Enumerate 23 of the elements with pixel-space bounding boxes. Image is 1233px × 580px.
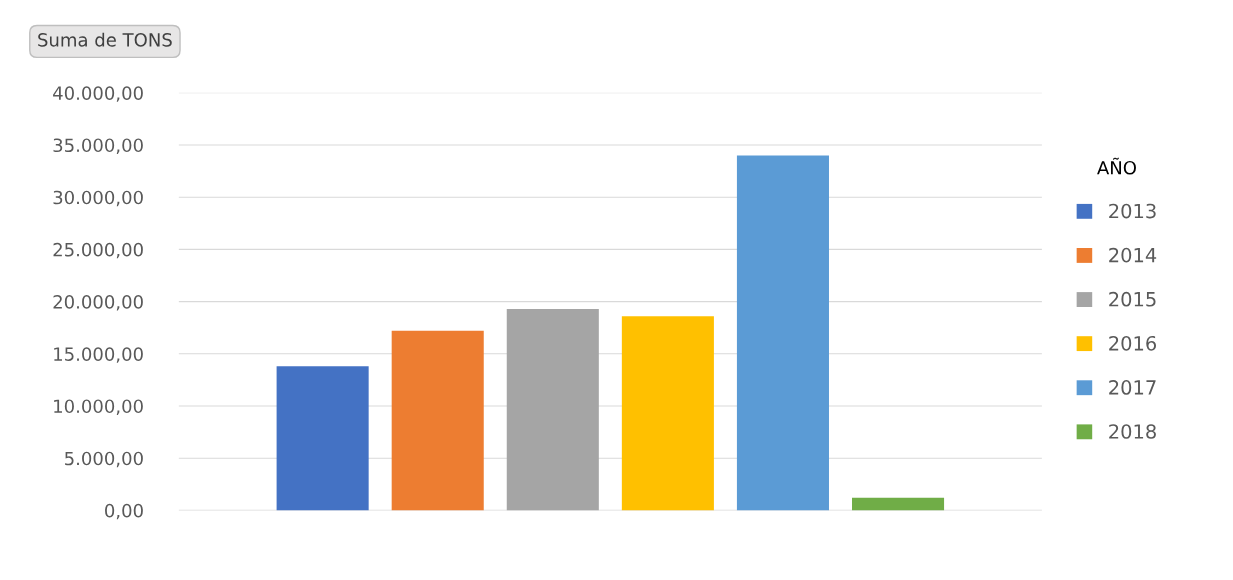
legend-label: 2016: [1109, 335, 1157, 351]
y-tick-label: 10.000,00: [54, 399, 143, 415]
y-tick-label: 15.000,00: [54, 347, 143, 363]
legend-label: 2018: [1109, 424, 1156, 439]
legend-label: 2013: [1109, 203, 1156, 219]
y-tick-label: 40.000,00: [53, 86, 143, 102]
bar: [506, 308, 599, 511]
legend-title: AÑO: [1097, 157, 1136, 175]
bar: [621, 316, 714, 511]
text: Suma de TONS: [38, 32, 172, 47]
legend-label: 2015: [1109, 291, 1156, 307]
y-tick-label: 35.000,00: [53, 138, 143, 154]
y-tick-label: 0,00: [105, 503, 143, 520]
y-tick-label: 30.000,00: [53, 190, 143, 207]
bar: [276, 366, 369, 511]
bar: [736, 155, 829, 511]
y-tick-label: 25.000,00: [53, 242, 143, 259]
legend-label: 2014: [1109, 247, 1157, 263]
y-tick-label: 20.000,00: [53, 295, 143, 311]
bar: [852, 497, 945, 511]
legend-label: 2017: [1109, 380, 1156, 395]
bar: [391, 330, 484, 511]
y-tick-label: 5.000,00: [65, 451, 143, 468]
